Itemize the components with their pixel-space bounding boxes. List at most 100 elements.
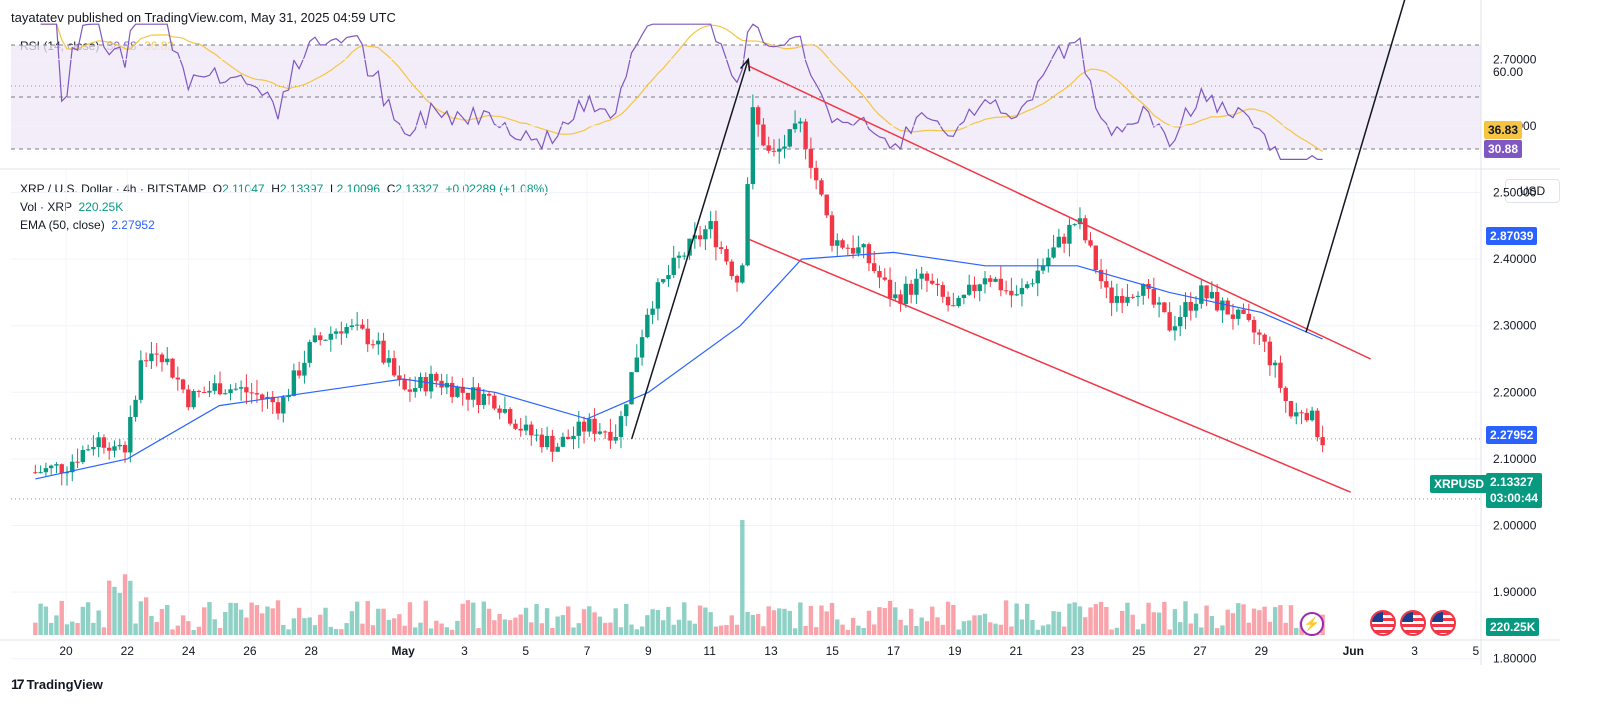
publisher-info: tayatatev published on TradingView.com, … (11, 10, 396, 25)
candle-body (550, 435, 555, 452)
volume-bar (270, 608, 275, 635)
volume-bar (307, 617, 312, 635)
volume-bar (386, 619, 392, 635)
volume-bar (265, 606, 270, 635)
candle-body (513, 423, 518, 429)
volume-bar (212, 619, 217, 635)
candle-body (33, 472, 38, 474)
volume-bar (856, 625, 861, 635)
descending-channel[interactable] (747, 65, 1371, 493)
candle-body (682, 255, 687, 257)
volume-bar (1030, 620, 1035, 635)
candle-body (107, 447, 112, 451)
volume-bar (175, 625, 180, 635)
volume-bar (613, 608, 618, 635)
volume-bar (254, 605, 260, 635)
price-tick-label: 2.40000 (1493, 252, 1537, 266)
us-event-flag-icon[interactable] (1400, 610, 1426, 636)
candle-body (397, 375, 402, 380)
candle-body (354, 324, 360, 326)
candle-body (1251, 319, 1257, 333)
volume-bar (1056, 611, 1062, 635)
candle-body (1204, 285, 1209, 299)
volume-bar (629, 624, 634, 635)
volume-bar (1230, 613, 1236, 635)
candle-body (1125, 296, 1130, 303)
candle-body (930, 280, 935, 284)
volume-bar (803, 625, 808, 635)
candle-body (70, 461, 75, 473)
volume-bar (713, 626, 719, 635)
candle-body (713, 221, 719, 248)
volume-bar (1283, 622, 1288, 635)
candle-body (238, 387, 244, 389)
candle-body (476, 387, 481, 405)
volume-bar (1146, 602, 1151, 635)
candle-body (1246, 313, 1251, 320)
candle-body (581, 421, 587, 432)
volume-bar (1093, 604, 1098, 635)
last-price-tag: 2.13327 03:00:44 (1486, 473, 1543, 508)
volume-bar (191, 629, 196, 635)
volume-bar (1088, 607, 1093, 635)
ema-price-tag: 2.27952 (1486, 426, 1538, 444)
ema-line (35, 251, 1323, 480)
volume-bar (961, 621, 967, 635)
candle-body (286, 395, 291, 398)
candle-body (191, 390, 196, 408)
candle-body (629, 372, 634, 405)
volume-bar (154, 622, 159, 635)
candle-body (1294, 412, 1299, 417)
price-tick-label: 1.90000 (1493, 585, 1537, 599)
volume-bar (724, 625, 729, 635)
projection-arrows[interactable] (630, 0, 1424, 440)
volume-bar (676, 619, 682, 635)
bar-countdown: 03:00:44 (1490, 491, 1539, 505)
tradingview-logo: 17 TradingView (11, 676, 103, 692)
candle-body (624, 404, 629, 417)
volume-bar (624, 603, 629, 635)
candle-body (1304, 412, 1310, 421)
volume-bar (719, 625, 724, 635)
rsi-levels (11, 44, 1481, 150)
candle-body (740, 265, 745, 283)
candle-body (270, 396, 275, 403)
candle-body (1167, 312, 1172, 331)
price-axis[interactable]: 2.900002.800002.700002.600002.500002.400… (1493, 0, 1537, 666)
volume-bar (966, 620, 972, 635)
candle-body (1098, 269, 1104, 282)
candle-body (1156, 302, 1162, 305)
volume-bar (1035, 629, 1040, 635)
currency-button[interactable]: USD (1505, 179, 1560, 203)
us-event-flag-icon[interactable] (1430, 610, 1456, 636)
volume-bar (449, 629, 455, 635)
time-axis[interactable]: 20 22 24 26 28 May 3 5 7 9 11 13 15 17 19 21 23 25 27 29 Jun… (59, 644, 1479, 658)
volume-bar (1199, 627, 1204, 635)
time-tick-label: 3 (1411, 644, 1418, 658)
candle-body (302, 362, 307, 376)
candle-body (1320, 437, 1325, 446)
candle-body (1241, 309, 1246, 314)
candle-body (80, 449, 86, 463)
volume-bars (33, 520, 1325, 635)
lightning-icon[interactable]: ⚡ (1300, 612, 1324, 636)
volume-bar (951, 605, 956, 635)
volume-bar (1225, 609, 1230, 635)
volume-bar (186, 621, 191, 635)
volume-bar (745, 611, 750, 635)
volume-bar (813, 627, 819, 635)
volume-bar (1162, 601, 1167, 635)
candle-body (919, 273, 924, 279)
candle-body (882, 277, 887, 280)
volume-bar (381, 608, 386, 635)
volume-bar (787, 610, 792, 635)
candle-body (1051, 247, 1056, 258)
candle-body (212, 383, 217, 391)
candle-body (170, 358, 175, 378)
volume-bar (223, 611, 228, 635)
candle-body (149, 353, 154, 362)
volume-bar (1172, 609, 1178, 635)
candle-body (755, 107, 761, 125)
us-event-flag-icon[interactable] (1370, 610, 1396, 636)
